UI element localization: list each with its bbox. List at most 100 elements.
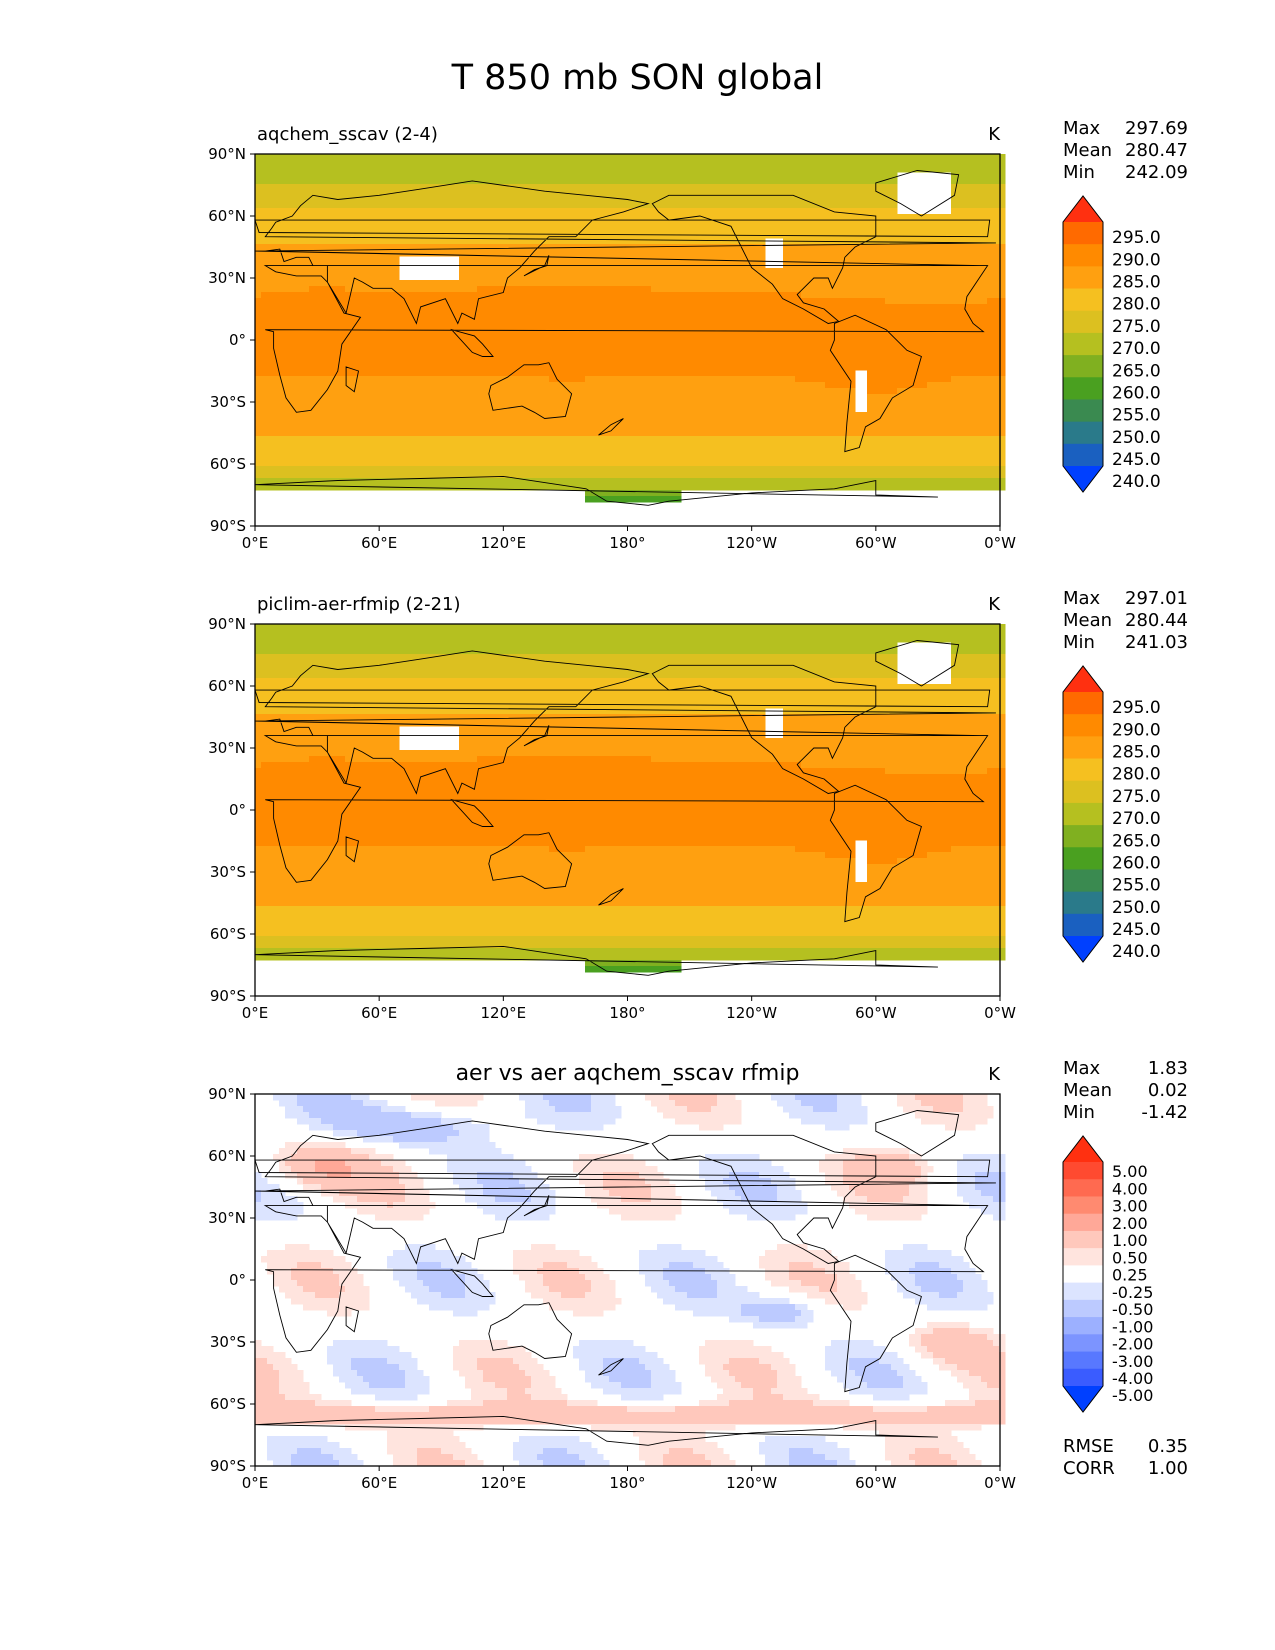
figure-title: T 850 mb SON global (451, 58, 824, 98)
colorbar-tick-label: 260.0 (1112, 383, 1161, 403)
colorbar: 5.004.003.002.001.000.500.25-0.25-0.50-1… (1062, 1135, 1153, 1413)
colorbar-swatch (1063, 913, 1103, 937)
colorbar-tick-label: -0.25 (1112, 1283, 1153, 1302)
y-tick-label: 60°S (210, 455, 246, 473)
metric-value: 0.35 (1148, 1436, 1188, 1457)
colorbar-swatch (1063, 869, 1103, 893)
colorbar-tick-label: 295.0 (1112, 698, 1161, 718)
colorbar-tick-label: -2.00 (1112, 1335, 1153, 1354)
y-tick-label: 90°S (210, 517, 246, 535)
colorbar-swatch (1063, 1248, 1103, 1266)
colorbar-tick-label: 3.00 (1112, 1197, 1148, 1216)
stat-label: Max (1063, 1058, 1101, 1079)
x-tick-label: 60°E (361, 534, 397, 552)
colorbar-extend-min (1063, 466, 1103, 492)
colorbar-extend-max (1063, 1136, 1103, 1162)
x-tick-label: 60°E (361, 1004, 397, 1022)
stat-label: Mean (1063, 610, 1112, 631)
colorbar-swatch (1063, 421, 1103, 445)
x-tick-label: 0°E (242, 1004, 269, 1022)
colorbar-swatch (1063, 355, 1103, 378)
colorbar-swatch (1063, 1162, 1103, 1180)
map-field (255, 1094, 1006, 1467)
y-tick-label: 30°N (208, 269, 246, 287)
panel-units: K (988, 124, 1001, 145)
colorbar-swatch (1063, 1196, 1103, 1215)
colorbar-swatch (1063, 1213, 1103, 1232)
colorbar-extend-max (1063, 666, 1103, 692)
panel-units: K (988, 1064, 1001, 1085)
colorbar-tick-label: 5.00 (1112, 1162, 1148, 1181)
colorbar-tick-label: 240.0 (1112, 472, 1161, 492)
colorbar-swatch (1063, 1230, 1103, 1249)
panel-title: piclim-aer-rfmip (2-21) (257, 594, 461, 615)
colorbar-swatch (1063, 1317, 1103, 1335)
colorbar-tick-label: 240.0 (1112, 942, 1161, 962)
y-tick-label: 90°S (210, 1457, 246, 1475)
colorbar-swatch (1063, 736, 1103, 759)
x-tick-label: 0°E (242, 534, 269, 552)
colorbar-tick-label: 255.0 (1112, 876, 1161, 896)
x-tick-label: 0°W (984, 1474, 1016, 1492)
colorbar-swatch (1063, 1351, 1103, 1370)
y-tick-label: 30°S (210, 863, 246, 881)
y-tick-label: 60°S (210, 925, 246, 943)
map-field (255, 624, 1006, 973)
stat-label: Max (1063, 118, 1101, 139)
colorbar-swatch (1063, 377, 1103, 400)
colorbar-tick-label: 275.0 (1112, 787, 1161, 807)
colorbar-swatch (1063, 222, 1103, 245)
colorbar-tick-label: 4.00 (1112, 1179, 1148, 1198)
colorbar-swatch (1063, 266, 1103, 289)
colorbar-extend-min (1063, 936, 1103, 962)
x-tick-label: 120°W (726, 1004, 777, 1022)
map-panel-1: aqchem_sscav (2-4) K 0°E 60°E 120°E 180° 120°W… (208, 118, 1188, 552)
x-tick-label: 180° (609, 534, 645, 552)
metric-label: RMSE (1063, 1436, 1114, 1457)
x-tick-label: 120°E (481, 1474, 527, 1492)
colorbar-swatch (1063, 1282, 1103, 1301)
colorbar-tick-label: 290.0 (1112, 250, 1161, 270)
metric-value: 1.00 (1148, 1458, 1188, 1479)
stat-label: Min (1063, 1102, 1095, 1123)
x-tick-label: 120°W (726, 534, 777, 552)
y-tick-label: 90°S (210, 987, 246, 1005)
colorbar-swatch (1063, 1179, 1103, 1197)
y-tick-label: 60°S (210, 1395, 246, 1413)
colorbar-tick-label: 295.0 (1112, 228, 1161, 248)
x-tick-label: 60°E (361, 1474, 397, 1492)
stat-value: -1.42 (1141, 1102, 1188, 1123)
colorbar-swatch (1063, 891, 1103, 915)
colorbar-tick-label: 285.0 (1112, 743, 1161, 763)
colorbar-tick-label: 2.00 (1112, 1214, 1148, 1233)
y-tick-label: 60°N (208, 207, 246, 225)
panel-title: aqchem_sscav (2-4) (257, 124, 438, 145)
colorbar-swatch (1063, 399, 1103, 423)
colorbar-tick-label: 270.0 (1112, 339, 1161, 359)
y-tick-label: 90°N (208, 1085, 246, 1103)
colorbar-swatch (1063, 1368, 1103, 1387)
colorbar-extend-max (1063, 196, 1103, 222)
x-tick-label: 0°W (984, 534, 1016, 552)
y-tick-label: 60°N (208, 677, 246, 695)
x-tick-label: 180° (609, 1004, 645, 1022)
colorbar-swatch (1063, 825, 1103, 848)
colorbar-swatch (1063, 1299, 1103, 1318)
colorbar-outline (1062, 195, 1104, 493)
x-tick-label: 120°E (481, 1004, 527, 1022)
stat-label: Mean (1063, 1080, 1112, 1101)
colorbar-tick-label: -5.00 (1112, 1386, 1153, 1405)
stat-label: Min (1063, 632, 1095, 653)
y-tick-label: 30°N (208, 739, 246, 757)
colorbar-swatch (1063, 714, 1103, 737)
colorbar-swatch (1063, 288, 1103, 312)
x-tick-label: 60°W (855, 534, 897, 552)
colorbar-tick-label: 265.0 (1112, 361, 1161, 381)
y-tick-label: 0° (229, 331, 246, 349)
stat-value: 280.47 (1125, 140, 1188, 161)
metric-label: CORR (1063, 1458, 1115, 1479)
colorbar-swatch (1063, 847, 1103, 870)
colorbar-extend-min (1063, 1386, 1103, 1412)
